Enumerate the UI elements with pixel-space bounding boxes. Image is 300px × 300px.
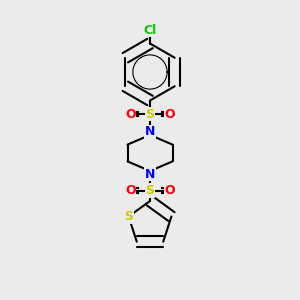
Text: N: N bbox=[145, 125, 155, 139]
Text: O: O bbox=[125, 184, 136, 197]
Text: O: O bbox=[164, 184, 175, 197]
Text: O: O bbox=[164, 107, 175, 121]
Text: Cl: Cl bbox=[143, 23, 157, 37]
Text: S: S bbox=[124, 210, 133, 223]
Text: O: O bbox=[125, 107, 136, 121]
Text: N: N bbox=[145, 167, 155, 181]
Text: S: S bbox=[146, 107, 154, 121]
Text: S: S bbox=[146, 184, 154, 197]
